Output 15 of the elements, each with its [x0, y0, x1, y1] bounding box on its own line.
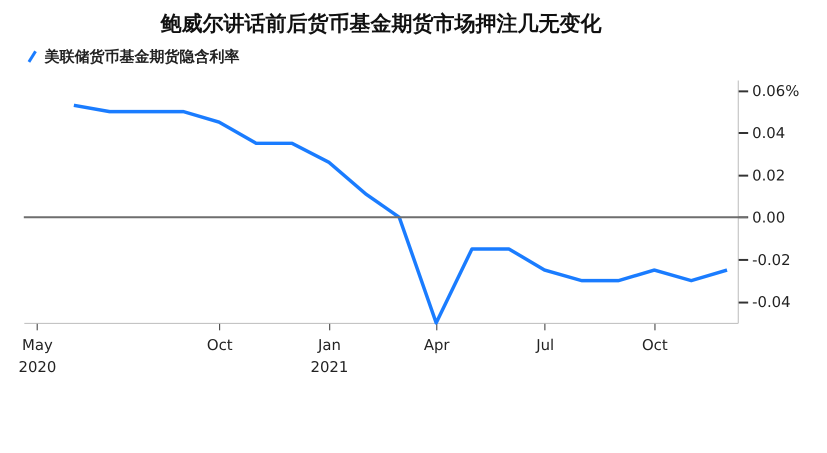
- y-tick-label: -0.04: [752, 293, 791, 312]
- y-tick-label: -0.02: [752, 250, 791, 269]
- y-tick-label: 0.06%: [752, 82, 800, 100]
- line-series: [72, 104, 729, 325]
- y-tick-label: 0.04: [752, 124, 786, 142]
- x-tick-label: Jan 2021: [310, 336, 348, 376]
- legend-label: 美联储货币基金期货隐含利率: [44, 48, 240, 66]
- y-tick-label: 0.02: [752, 166, 786, 184]
- x-tick-label: Oct: [206, 336, 233, 354]
- x-tick-label: Apr: [424, 336, 450, 354]
- chart-title: 鲍威尔讲话前后货币基金期货市场押注几无变化: [159, 11, 602, 36]
- x-tick-label: May 2020: [18, 336, 56, 376]
- x-tick-label: Oct: [642, 336, 668, 354]
- x-tick-label: Jul: [535, 336, 554, 354]
- y-tick-label: 0.00: [752, 208, 786, 227]
